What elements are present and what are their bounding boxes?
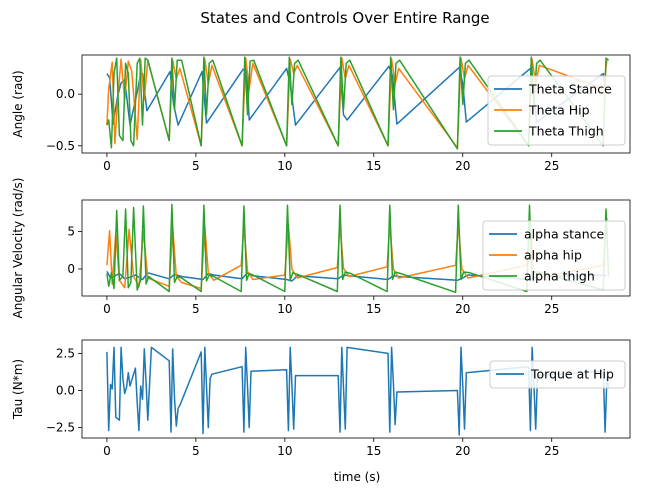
y-tick-label: 5 (67, 225, 75, 239)
x-axis-label: time (s) (334, 470, 381, 484)
x-tick-label: 0 (103, 302, 111, 316)
axes-frame (81, 339, 631, 439)
panel-1: 0 5 10 15 20 25 0.0 −0.5 Angle (rad) Theta Stance… (11, 54, 631, 173)
x-tick-label: 10 (277, 444, 292, 458)
legend-label: Theta Stance (528, 82, 612, 97)
legend-label: alpha hip (524, 248, 582, 263)
legend-box (482, 220, 626, 291)
series-line-1 (106, 346, 610, 436)
y-tick-label: 2.5 (56, 346, 75, 360)
figure-title: States and Controls Over Entire Range (200, 9, 489, 27)
series-line-3 (106, 56, 610, 150)
legend-box (487, 75, 626, 146)
x-tick-label: 0 (103, 444, 111, 458)
x-tick-label: 15 (366, 302, 381, 316)
legend-label: Torque at Hip (530, 367, 614, 382)
axes-frame (81, 54, 631, 154)
series-line-3 (106, 203, 610, 294)
legend-label: alpha stance (524, 227, 604, 242)
y-tick-label: −0.5 (46, 139, 75, 153)
panel-3: 0 5 10 15 20 25 2.5 0.0 −2.5 Tau (N*m) Torque at H… (11, 339, 631, 458)
y-tick-label: 0.0 (56, 87, 75, 101)
x-tick-label: 5 (192, 302, 200, 316)
y-axis-label: Angular Velocity (rad/s) (11, 178, 25, 319)
x-tick-label: 25 (544, 444, 559, 458)
y-axis-label: Angle (rad) (11, 70, 25, 137)
x-tick-label: 5 (192, 159, 200, 173)
x-tick-label: 0 (103, 159, 111, 173)
legend-box (489, 360, 626, 389)
x-tick-label: 20 (455, 159, 470, 173)
x-tick-label: 15 (366, 159, 381, 173)
legend-label: Theta Hip (528, 103, 590, 118)
x-tick-label: 25 (544, 302, 559, 316)
x-tick-label: 5 (192, 444, 200, 458)
axes-frame (81, 199, 631, 297)
y-axis-label: Tau (N*m) (11, 359, 25, 420)
y-tick-label: 0.0 (56, 383, 75, 397)
y-tick-label: −2.5 (46, 421, 75, 435)
x-tick-label: 15 (366, 444, 381, 458)
legend-label: Theta Thigh (528, 124, 604, 139)
x-tick-label: 20 (455, 302, 470, 316)
y-tick-label: 0 (67, 262, 75, 276)
x-tick-label: 10 (277, 302, 292, 316)
legend-label: alpha thigh (524, 269, 595, 284)
x-tick-label: 20 (455, 444, 470, 458)
x-tick-label: 10 (277, 159, 292, 173)
panel-2: 0 5 10 15 20 25 0 5 Angular Velocity (rad/s) alph… (11, 178, 631, 319)
x-tick-label: 25 (544, 159, 559, 173)
